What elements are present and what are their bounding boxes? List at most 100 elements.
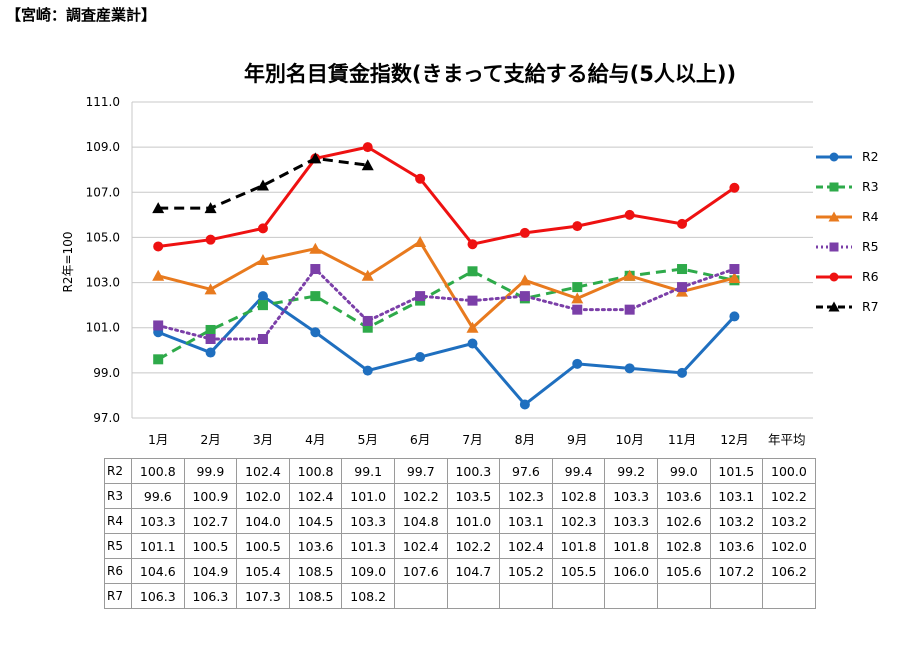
- table-cell: [656, 583, 711, 609]
- table-row: R4 103.3 102.7 104.0 104.5 103.3 104.8 101.0 103…: [104, 508, 816, 534]
- table-cell: [393, 583, 448, 609]
- table-cell: 101.8: [551, 533, 606, 559]
- y-tick-label: 107.0: [86, 185, 120, 199]
- data-point: [467, 266, 478, 277]
- data-point: [729, 182, 740, 193]
- table-cell: 101.5: [709, 458, 764, 484]
- table-cell: 104.9: [183, 558, 238, 584]
- table-cell: 106.2: [762, 558, 816, 584]
- legend-marker-R6: [829, 272, 839, 282]
- table-cell: [446, 583, 501, 609]
- legend-marker-R7: [828, 301, 840, 312]
- table-cell: 106.3: [131, 583, 185, 609]
- legend-marker-R4: [828, 211, 840, 222]
- x-tick-label: 年平均: [768, 432, 806, 447]
- y-tick-label: 109.0: [86, 140, 120, 154]
- table-row: R7 106.3 106.3 107.3 108.5 108.2: [104, 583, 816, 609]
- y-tick-label: 103.0: [86, 276, 120, 290]
- x-tick-label: 11月: [668, 432, 696, 447]
- table-cell: 101.0: [341, 483, 395, 509]
- data-point: [519, 291, 530, 302]
- table-cell: 103.5: [446, 483, 501, 509]
- table-cell: [551, 583, 606, 609]
- table-cell: 103.2: [762, 508, 816, 534]
- data-point: [362, 315, 373, 326]
- data-point: [466, 321, 479, 333]
- data-point: [677, 264, 688, 275]
- table-row-label: R3: [104, 483, 132, 509]
- x-tick-label: 1月: [148, 432, 168, 447]
- table-cell: 102.3: [551, 508, 606, 534]
- legend-label-R2: R2: [862, 149, 879, 164]
- table-cell: 105.4: [236, 558, 290, 584]
- data-point: [467, 239, 478, 250]
- table-cell: 99.1: [341, 458, 395, 484]
- table-cell: 108.5: [288, 558, 343, 584]
- legend-label-R5: R5: [862, 239, 879, 254]
- data-point: [361, 159, 374, 171]
- table-cell: 100.5: [236, 533, 290, 559]
- table-cell: 102.2: [446, 533, 501, 559]
- data-point: [256, 254, 269, 265]
- data-point: [414, 235, 427, 247]
- data-point: [361, 269, 374, 281]
- legend-label-R6: R6: [862, 269, 879, 284]
- x-tick-label: 6月: [410, 432, 430, 447]
- x-tick-label: 2月: [200, 432, 220, 447]
- data-point: [729, 264, 740, 275]
- table-cell: 99.4: [551, 458, 606, 484]
- data-point: [728, 272, 741, 284]
- table-cell: 102.2: [393, 483, 448, 509]
- x-tick-label: 3月: [253, 432, 273, 447]
- data-point: [256, 179, 269, 191]
- data-point: [624, 363, 635, 374]
- data-point: [257, 334, 268, 344]
- data-point: [624, 209, 635, 220]
- table-cell: 102.0: [236, 483, 290, 509]
- table-row-label: R6: [104, 558, 132, 584]
- table-cell: [499, 583, 553, 609]
- chart-title: 年別名目賃金指数(きまって支給する給与(5人以上)): [243, 62, 737, 86]
- table-cell: 97.6: [499, 458, 553, 484]
- table-cell: 103.6: [656, 483, 711, 509]
- data-point: [415, 173, 426, 184]
- data-point: [415, 291, 426, 302]
- data-point: [153, 241, 164, 252]
- data-table: R2 100.8 99.9 102.4 100.8 99.1 99.7 100.3 97.6 99…: [104, 458, 816, 609]
- data-point: [152, 202, 165, 214]
- table-cell: 107.6: [393, 558, 448, 584]
- table-row: R2 100.8 99.9 102.4 100.8 99.1 99.7 100.3 97.6 99…: [104, 458, 816, 484]
- table-row-label: R5: [104, 533, 132, 559]
- data-point: [518, 274, 531, 286]
- table-cell: 104.5: [288, 508, 343, 534]
- data-point: [309, 242, 322, 254]
- table-row: R6 104.6 104.9 105.4 108.5 109.0 107.6 104.7 105…: [104, 558, 816, 584]
- table-cell: 100.9: [183, 483, 238, 509]
- data-point: [257, 300, 268, 311]
- data-point: [205, 324, 216, 335]
- data-point: [257, 223, 268, 234]
- table-cell: 102.7: [183, 508, 238, 534]
- table-cell: 103.3: [604, 483, 658, 509]
- x-tick-label: 4月: [305, 432, 325, 447]
- data-point: [153, 320, 164, 331]
- table-row: R3 99.6 100.9 102.0 102.4 101.0 102.2 103.5 102.…: [104, 483, 816, 509]
- x-tick-label: 12月: [720, 432, 748, 447]
- table-cell: 102.4: [393, 533, 448, 559]
- data-point: [729, 311, 740, 322]
- table-cell: 102.3: [499, 483, 553, 509]
- y-tick-label: 111.0: [86, 95, 120, 109]
- data-point: [153, 354, 164, 365]
- series-line-R2: [157, 294, 736, 406]
- table-cell: 107.3: [236, 583, 290, 609]
- series-line-R5: [156, 267, 736, 341]
- data-point: [257, 291, 268, 302]
- x-tick-label: 10月: [615, 432, 643, 447]
- data-point: [677, 367, 688, 378]
- data-point: [310, 327, 321, 338]
- table-cell: 102.4: [499, 533, 553, 559]
- data-point: [362, 365, 373, 376]
- x-tick-label: 5月: [358, 432, 378, 447]
- table-cell: 106.3: [183, 583, 238, 609]
